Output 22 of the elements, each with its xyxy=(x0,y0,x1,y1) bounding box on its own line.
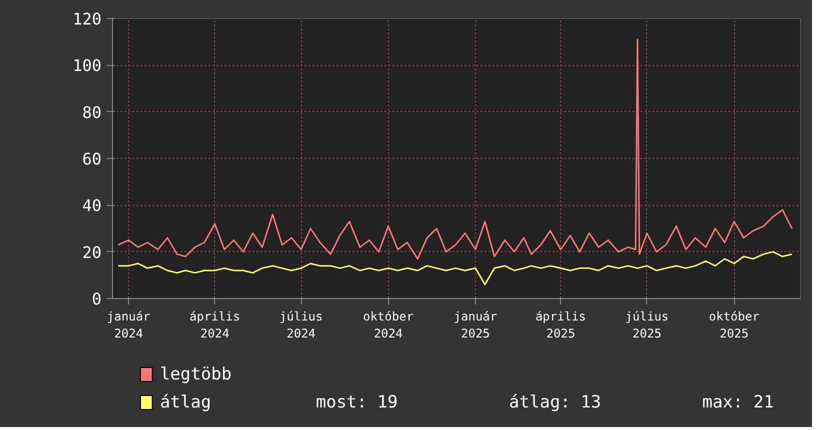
line-series xyxy=(117,251,793,286)
x-tick-label: január 2025 xyxy=(454,310,498,340)
x-tick-label: január 2024 xyxy=(106,310,150,340)
y-tick-label: 60 xyxy=(82,150,102,168)
x-tick-label: július 2025 xyxy=(625,310,669,340)
text: max: 21 xyxy=(702,392,774,412)
y-tick-label: 120 xyxy=(72,10,102,28)
line-series xyxy=(117,38,793,260)
y-tick-label: 100 xyxy=(72,56,102,76)
x-tick-label: április 2025 xyxy=(535,310,586,340)
text: átlag: 13 xyxy=(509,392,602,412)
y-tick-label: 80 xyxy=(82,102,102,122)
legend-label: átlag xyxy=(160,392,212,412)
y-tick-label: 0 xyxy=(92,290,102,308)
legend-label: legtöbb xyxy=(160,364,232,384)
text: most: 19 xyxy=(316,392,398,412)
y-tick-label: 20 xyxy=(82,242,102,262)
x-tick-label: október 2024 xyxy=(362,310,414,340)
x-tick-label: október 2025 xyxy=(708,310,760,340)
y-tick-label: 40 xyxy=(82,196,102,216)
x-tick-label: április 2024 xyxy=(190,310,240,340)
x-tick-label: július 2024 xyxy=(279,310,323,340)
